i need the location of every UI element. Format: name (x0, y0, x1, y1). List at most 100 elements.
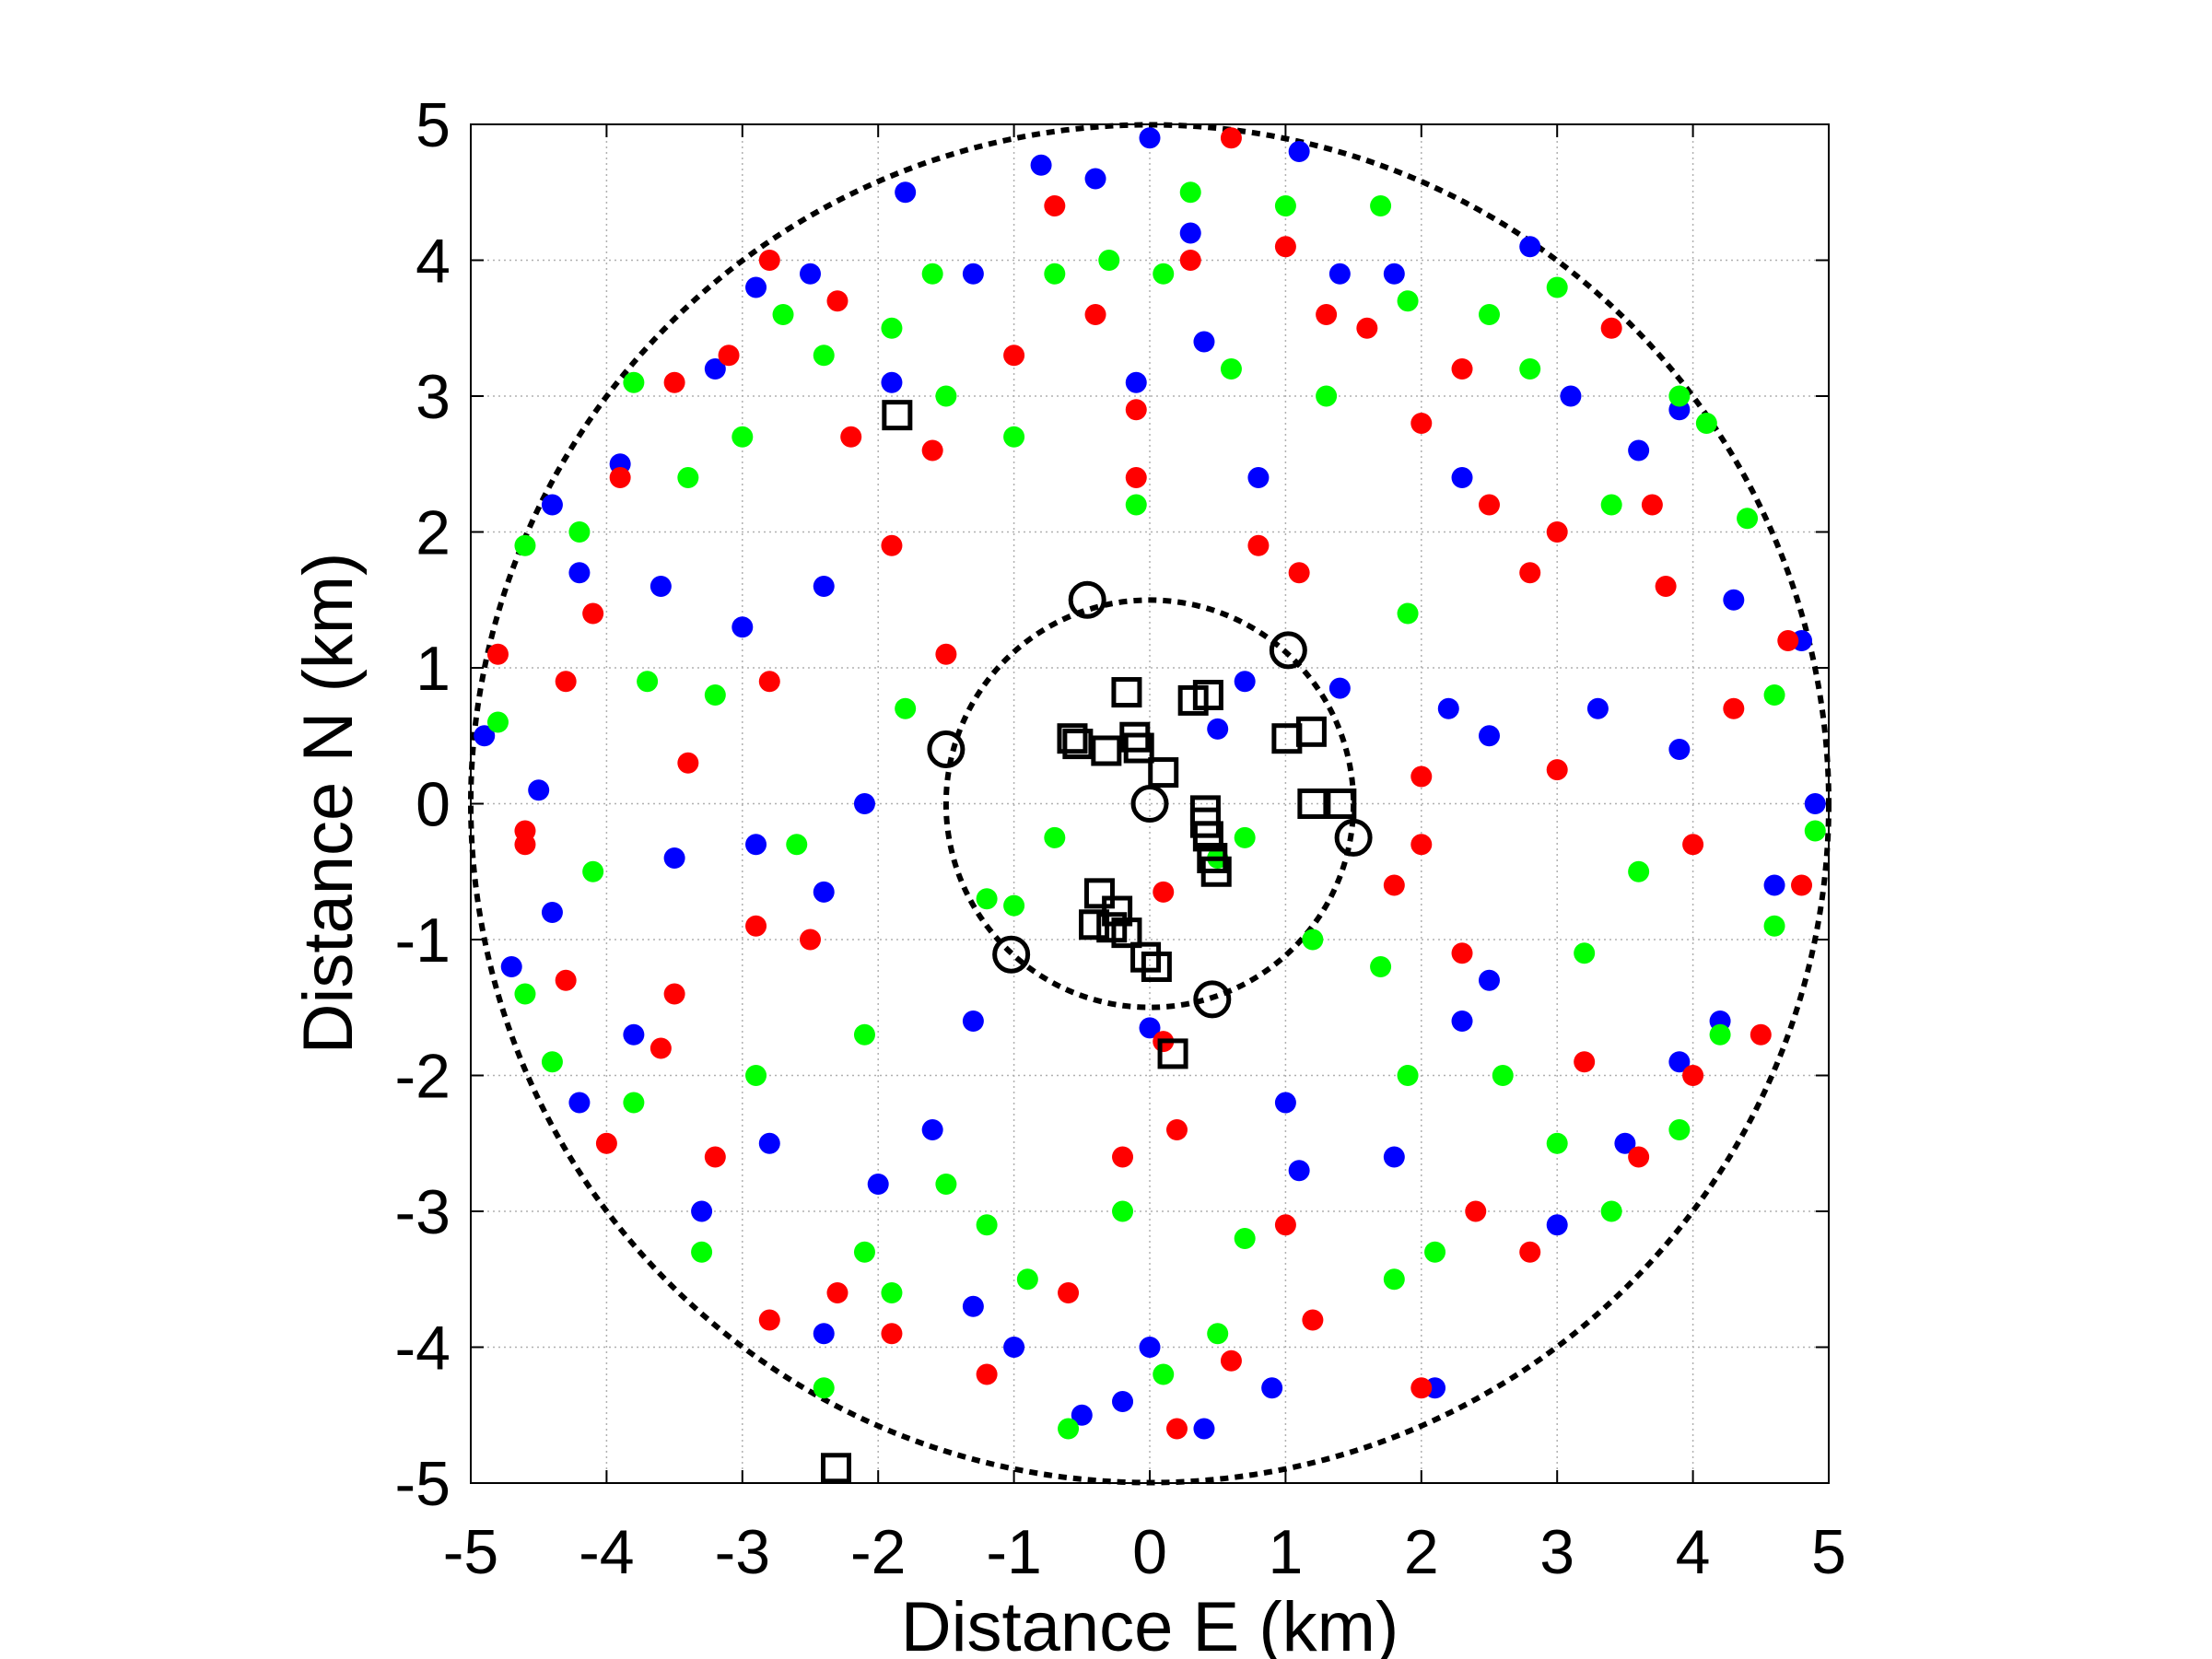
square-marker (821, 1453, 852, 1484)
green-point (1016, 1268, 1038, 1291)
green-point (881, 317, 903, 339)
circle-marker (992, 935, 1031, 974)
green-point (1546, 1132, 1568, 1154)
red-point (1274, 1214, 1296, 1236)
red-point (663, 371, 685, 393)
y-tick-label: 4 (415, 227, 451, 297)
red-point (1479, 494, 1500, 516)
y-tick-label: -5 (395, 1449, 451, 1519)
blue-point (813, 576, 835, 597)
red-point (1519, 1241, 1541, 1263)
blue-point (1139, 127, 1161, 149)
green-point (1125, 494, 1147, 516)
green-point (1370, 195, 1392, 216)
x-tick-label: 0 (1132, 1517, 1167, 1587)
green-point (1003, 426, 1025, 448)
red-point (582, 602, 604, 625)
blue-point (813, 1323, 835, 1345)
blue-point (1288, 141, 1310, 162)
y-tick-label: 0 (415, 770, 451, 840)
red-point (935, 643, 957, 665)
green-point (1737, 508, 1759, 530)
green-point (704, 684, 726, 706)
green-point (1668, 1119, 1691, 1140)
blue-point (1383, 1146, 1405, 1168)
red-point (881, 1323, 903, 1345)
circle-marker (1068, 580, 1106, 619)
square-marker (1079, 909, 1110, 940)
blue-point (895, 181, 917, 204)
square-marker (1062, 729, 1094, 760)
blue-point (1193, 1418, 1215, 1440)
red-point (1153, 881, 1175, 903)
green-point (1479, 304, 1500, 325)
blue-point (1288, 1160, 1310, 1182)
blue-point (1003, 1337, 1025, 1358)
red-point (1356, 317, 1378, 339)
y-tick-label: 3 (415, 362, 451, 432)
green-point (1546, 276, 1568, 298)
red-point (921, 439, 943, 461)
red-point (1274, 236, 1296, 258)
red-point (826, 1282, 849, 1303)
red-point (826, 290, 849, 312)
blue-point (1437, 697, 1459, 719)
blue-point (1207, 718, 1229, 740)
green-point (1044, 263, 1066, 285)
circle-marker (1130, 785, 1169, 823)
blue-point (1628, 439, 1650, 461)
green-point (1519, 358, 1541, 380)
green-point (1234, 1228, 1256, 1249)
red-point (1125, 399, 1147, 421)
green-point (731, 426, 754, 448)
blue-point (1479, 725, 1500, 747)
square-marker (1297, 789, 1328, 819)
circle-marker (1269, 631, 1307, 670)
blue-point (1519, 236, 1541, 258)
red-point (677, 752, 699, 774)
blue-point (650, 576, 672, 597)
y-axis-label: Distance N (km) (289, 553, 368, 1055)
blue-point (1193, 331, 1215, 353)
red-point (1112, 1146, 1134, 1168)
red-point (555, 969, 577, 991)
square-marker (1111, 677, 1142, 708)
red-point (800, 929, 821, 951)
green-point (853, 1023, 875, 1046)
blue-point (623, 1023, 645, 1046)
green-point (881, 1282, 903, 1303)
blue-point (1763, 874, 1785, 896)
green-point (1316, 385, 1338, 407)
red-point (1220, 127, 1242, 149)
y-tick-label: 1 (415, 634, 451, 704)
blue-point (853, 793, 875, 814)
green-point (486, 711, 509, 733)
circle-marker (1334, 818, 1373, 857)
blue-point (1668, 1051, 1691, 1073)
red-point (1179, 250, 1201, 271)
x-tick-label: -4 (579, 1517, 634, 1587)
tick-labels: -5 -4 -3 -2 -1 0 1 2 3 4 5 5 4 3 2 1 0 -1 -2 -3 -4 -5 (395, 90, 1846, 1587)
green-point (1574, 942, 1596, 964)
red-point (514, 820, 536, 842)
green-point (623, 371, 645, 393)
data-points (474, 127, 1826, 1484)
blue-point (691, 1200, 713, 1222)
red-point (1682, 1065, 1704, 1086)
green-point (1397, 1065, 1419, 1086)
green-point (582, 860, 604, 882)
red-point (1628, 1146, 1650, 1168)
red-point (704, 1146, 726, 1168)
green-point (772, 304, 794, 325)
green-point (514, 983, 536, 1005)
red-point (1750, 1023, 1772, 1046)
square-marker (1083, 878, 1115, 909)
x-tick-label: 4 (1676, 1517, 1711, 1587)
red-point (1247, 534, 1270, 556)
green-point (1179, 181, 1201, 204)
green-point (745, 1065, 767, 1086)
circle-marker (1193, 980, 1232, 1019)
green-point (935, 385, 957, 407)
square-marker (1192, 821, 1223, 852)
